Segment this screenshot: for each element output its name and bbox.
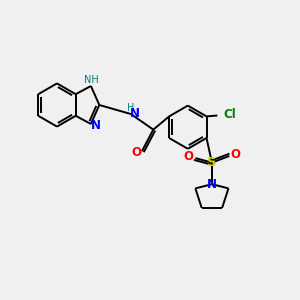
Text: Cl: Cl [223,108,236,122]
Text: O: O [230,148,240,161]
Text: S: S [207,156,217,169]
Text: N: N [207,178,217,191]
Text: NH: NH [83,75,98,85]
Text: H: H [127,103,134,113]
Text: N: N [130,107,140,120]
Text: O: O [131,146,142,159]
Text: N: N [91,119,101,132]
Text: O: O [184,150,194,164]
